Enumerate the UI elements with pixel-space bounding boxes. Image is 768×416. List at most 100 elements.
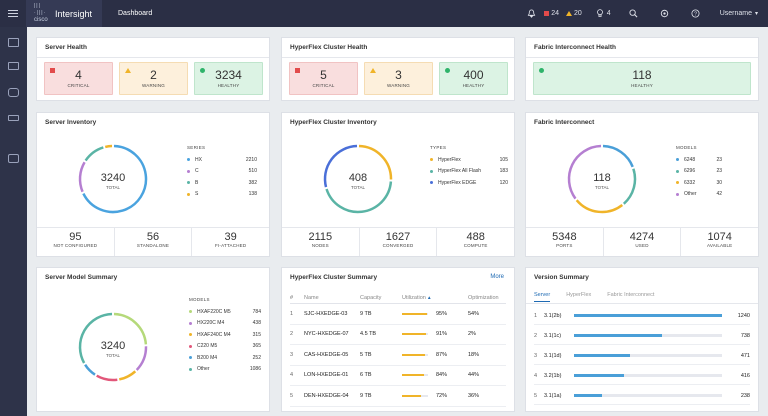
warning-tile[interactable]: 3 WARNING: [364, 62, 433, 95]
row-index: 1: [534, 312, 538, 319]
col-optimization[interactable]: Optimization: [468, 294, 499, 301]
settings-gear-icon[interactable]: [660, 0, 669, 27]
notifications-icon[interactable]: [527, 0, 536, 27]
donut-segment[interactable]: [602, 144, 634, 168]
legend-item[interactable]: C220 M5 365: [189, 341, 261, 353]
legend-item[interactable]: Other 42: [676, 189, 722, 201]
table-row[interactable]: 2 NYC-HXEDGE-07 4.5 TB 91% 2%: [290, 325, 506, 345]
legend-item[interactable]: HXAF240C M4 315: [189, 329, 261, 341]
col-utilization[interactable]: Utilization ▴: [402, 294, 431, 301]
hx-types-donut[interactable]: 408 TOTAL: [322, 143, 394, 215]
tab-fabric-interconnect[interactable]: Fabric Interconnect: [607, 292, 655, 298]
donut-segment[interactable]: [135, 346, 148, 371]
optimization: 36%: [468, 392, 480, 399]
critical-alarms[interactable]: 24: [544, 0, 559, 27]
donut-segment[interactable]: [575, 199, 624, 214]
cluster-name[interactable]: NYC-HXEDGE-07: [304, 331, 349, 338]
donut-segment[interactable]: [82, 144, 148, 214]
col-name[interactable]: Name: [304, 294, 319, 301]
table-row[interactable]: 5 DEN-HXEDGE-04 9 TB 72% 36%: [290, 386, 506, 407]
version-row[interactable]: 3 3.1(1d) 471: [534, 347, 750, 365]
user-menu[interactable]: Username ▾: [720, 0, 758, 27]
stat-standalone[interactable]: 56 STANDALONE: [115, 228, 193, 256]
legend-item[interactable]: B200 M4 252: [189, 352, 261, 364]
brand-logo[interactable]: |||·|||· cisco Intersight: [26, 0, 102, 27]
cluster-name[interactable]: CAS-HXEDGE-05: [304, 351, 349, 358]
donut-segment[interactable]: [325, 181, 393, 214]
legend-item[interactable]: HyperFlex EDGE 120: [430, 177, 508, 189]
version-row[interactable]: 1 3.1(2b) 1240: [534, 307, 750, 325]
donut-segment[interactable]: [622, 168, 637, 205]
hyperflex-icon[interactable]: [8, 88, 19, 97]
donut-segment[interactable]: [358, 144, 393, 180]
cluster-name[interactable]: DEN-HXEDGE-04: [304, 392, 349, 399]
donut-segment[interactable]: [113, 312, 148, 345]
legend-item[interactable]: 6248 23: [676, 154, 722, 166]
server-series-donut[interactable]: 3240 TOTAL: [77, 143, 149, 215]
critical-tile[interactable]: 4 CRITICAL: [44, 62, 113, 95]
version-row[interactable]: 5 3.1(1a) 238: [534, 387, 750, 405]
tab-server[interactable]: Server: [534, 292, 551, 302]
legend-item[interactable]: HX 2210: [187, 154, 257, 166]
healthy-tile[interactable]: 118 HEALTHY: [533, 62, 751, 95]
legend-item[interactable]: 6332 30: [676, 177, 722, 189]
server-icon[interactable]: [8, 62, 19, 70]
legend-item[interactable]: C 510: [187, 166, 257, 178]
col-capacity[interactable]: Capacity: [360, 294, 382, 301]
donut-segment[interactable]: [118, 370, 137, 381]
stat-ports[interactable]: 5348 PORTS: [526, 228, 604, 256]
server-model-donut[interactable]: 3240 TOTAL: [77, 311, 149, 383]
donut-segment[interactable]: [84, 146, 104, 162]
legend-item[interactable]: Other 1086: [189, 364, 261, 376]
tab-hyperflex[interactable]: HyperFlex: [566, 292, 592, 298]
donut-segment[interactable]: [323, 144, 358, 188]
legend-item[interactable]: HyperFlex All Flash 183: [430, 166, 508, 178]
legend-item[interactable]: S 138: [187, 189, 257, 201]
critical-tile[interactable]: 5 CRITICAL: [289, 62, 358, 95]
legend-item[interactable]: B 382: [187, 177, 257, 189]
stat-not-configured[interactable]: 95 NOT CONFIGURED: [37, 228, 115, 256]
stat-compute[interactable]: 488 COMPUTE: [463, 231, 488, 248]
legend-item[interactable]: 6296 23: [676, 166, 722, 178]
row-index: 4: [534, 372, 538, 379]
warning-alarms[interactable]: 20: [565, 0, 582, 27]
donut-segment[interactable]: [104, 144, 113, 149]
cluster-name[interactable]: SJC-HXEDGE-03: [304, 310, 348, 317]
legend-item[interactable]: HXAF220C M5 784: [189, 306, 261, 318]
version-row[interactable]: 2 3.1(1c) 738: [534, 327, 750, 345]
storage-icon[interactable]: [8, 154, 19, 163]
warning-tile[interactable]: 2 WARNING: [119, 62, 188, 95]
legend-item[interactable]: HX220C M4 438: [189, 318, 261, 330]
table-row[interactable]: 1 SJC-HXEDGE-03 9 TB 95% 54%: [290, 304, 506, 325]
help-icon[interactable]: ?: [691, 0, 700, 27]
dashboard-icon[interactable]: [8, 38, 19, 47]
stat-fi-attached[interactable]: 39 FI-ATTACHED: [215, 231, 247, 248]
healthy-tile[interactable]: 400 HEALTHY: [439, 62, 508, 95]
version-row[interactable]: 4 3.2(1b) 416: [534, 367, 750, 385]
table-row[interactable]: 4 LON-HXEDGE-01 6 TB 84% 44%: [290, 366, 506, 386]
tips[interactable]: 4: [596, 0, 611, 27]
warning-icon: [125, 68, 131, 73]
stat-nodes[interactable]: 2115 NODES: [282, 228, 360, 256]
cluster-name[interactable]: LON-HXEDGE-01: [304, 372, 349, 379]
more-link[interactable]: More: [490, 274, 504, 280]
legend-value: 1086: [249, 366, 261, 373]
donut-segment[interactable]: [84, 363, 96, 376]
stat-used[interactable]: 4274 USED: [604, 228, 682, 256]
stat-converged[interactable]: 1627 CONVERGED: [360, 228, 438, 256]
stat-available[interactable]: 1074 AVAILABLE: [706, 231, 733, 248]
search-icon[interactable]: [629, 0, 638, 27]
healthy-tile[interactable]: 3234 HEALTHY: [194, 62, 263, 95]
fi-models-donut[interactable]: 118 TOTAL: [566, 143, 638, 215]
donut-segment[interactable]: [96, 374, 118, 382]
donut-segment[interactable]: [78, 161, 86, 193]
donut-segment[interactable]: [78, 312, 113, 364]
donut-segment[interactable]: [567, 144, 602, 200]
server-health-card: Server Health 4 CRITICAL 2 WARNING 3234 …: [36, 37, 270, 101]
menu-icon[interactable]: [0, 0, 26, 27]
legend-item[interactable]: HyperFlex 105: [430, 154, 508, 166]
table-row[interactable]: 3 CAS-HXEDGE-05 5 TB 87% 18%: [290, 345, 506, 366]
fabric-icon[interactable]: [8, 115, 19, 121]
col-index[interactable]: #: [290, 294, 294, 301]
healthy-icon: [200, 68, 205, 73]
